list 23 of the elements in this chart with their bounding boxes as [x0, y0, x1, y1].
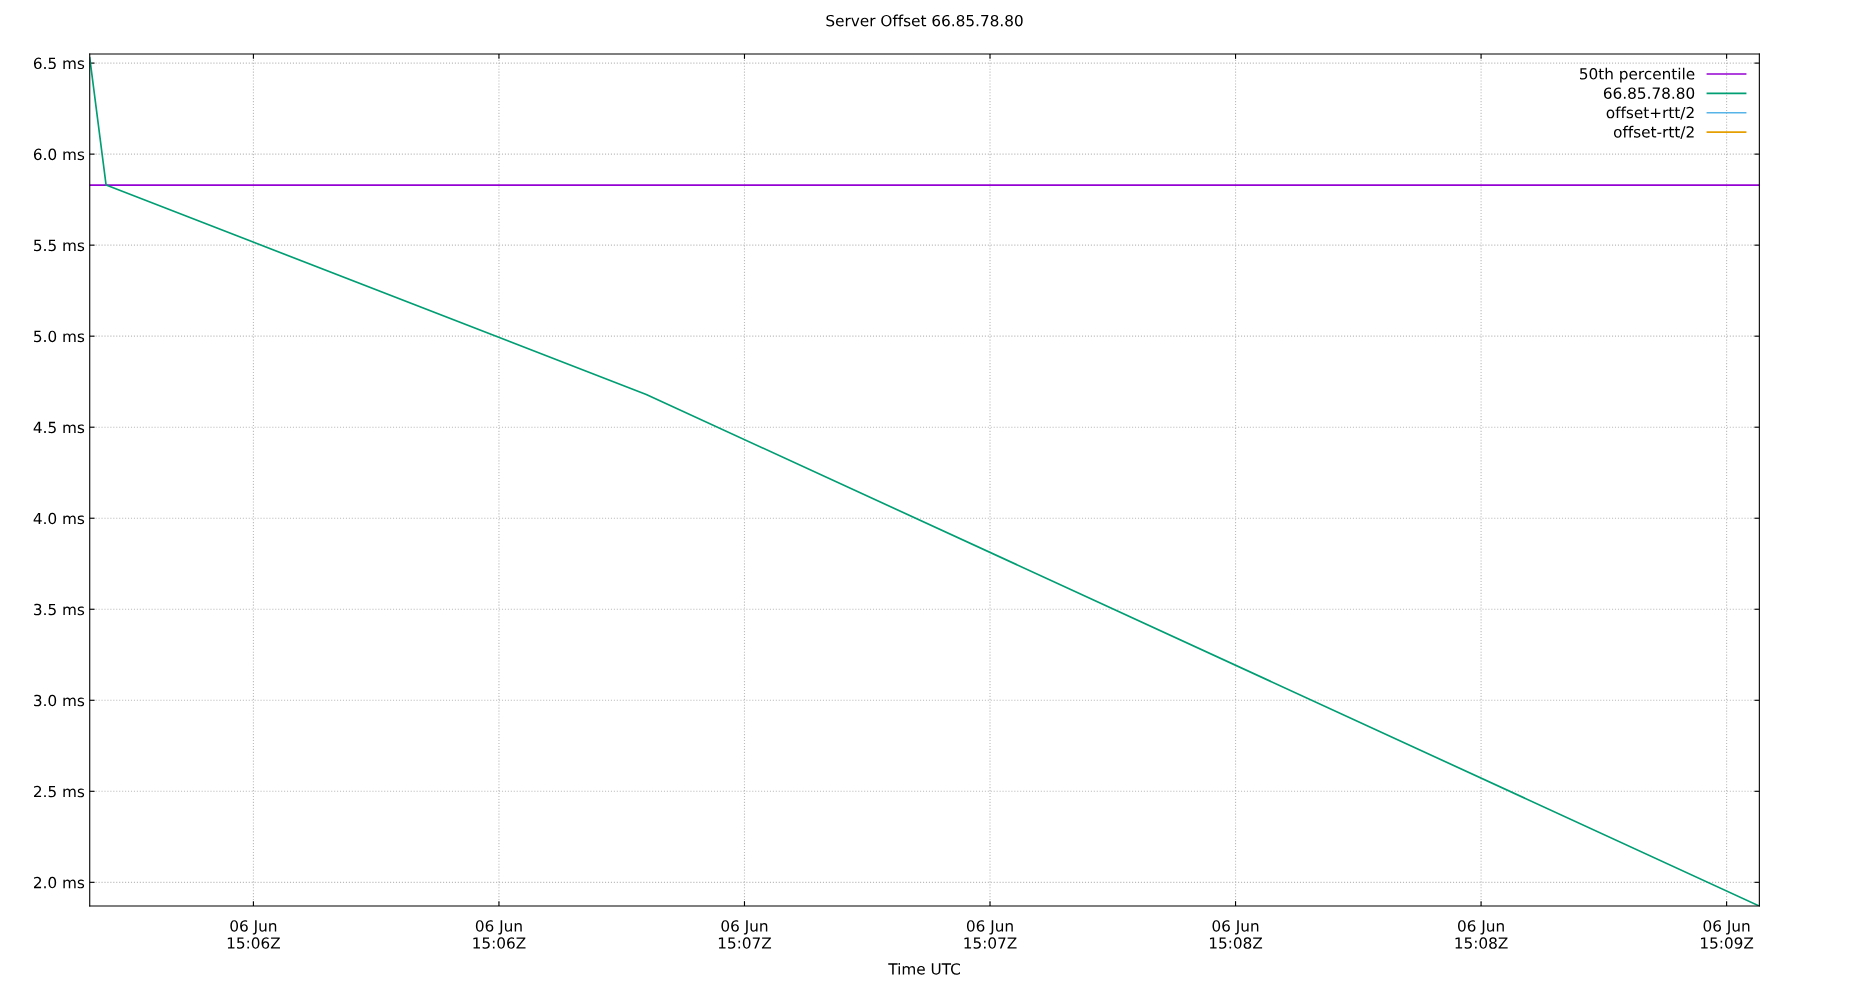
x-tick-label: 06 Jun 15:06Z: [473, 920, 526, 949]
y-tick-label: 2.0 ms: [33, 876, 85, 889]
x-tick-label: 06 Jun 15:06Z: [227, 920, 280, 949]
chart-title: Server Offset 66.85.78.80: [826, 14, 1023, 27]
y-tick-label: 3.5 ms: [34, 603, 85, 616]
y-tick-label: 5.5 ms: [34, 239, 85, 252]
x-tick-label: 06 Jun 15:07Z: [718, 920, 772, 949]
x-tick-label: 06 Jun 15:09Z: [1701, 920, 1754, 949]
y-tick-label: 4.0 ms: [33, 512, 85, 525]
y-tick-label: 2.5 ms: [33, 785, 85, 798]
y-tick-label: 4.5 ms: [33, 421, 85, 434]
y-tick-label: 3.0 ms: [34, 694, 85, 707]
legend-label: 50th percentile: [1580, 67, 1695, 83]
y-tick-label: 6.0 ms: [33, 148, 85, 161]
x-tick-label: 06 Jun 15:08Z: [1209, 920, 1263, 949]
legend-label: offset-rtt/2: [1613, 125, 1694, 139]
y-tick-label: 5.0 ms: [34, 330, 85, 343]
x-tick-label: 06 Jun 15:07Z: [964, 920, 1017, 949]
x-axis-title: Time UTC: [888, 962, 960, 975]
legend-label: offset+rtt/2: [1606, 106, 1694, 120]
y-tick-label: 6.5 ms: [33, 57, 85, 70]
x-tick-label: 06 Jun 15:08Z: [1455, 920, 1508, 949]
legend-label: 66.85.78.80: [1603, 87, 1695, 99]
